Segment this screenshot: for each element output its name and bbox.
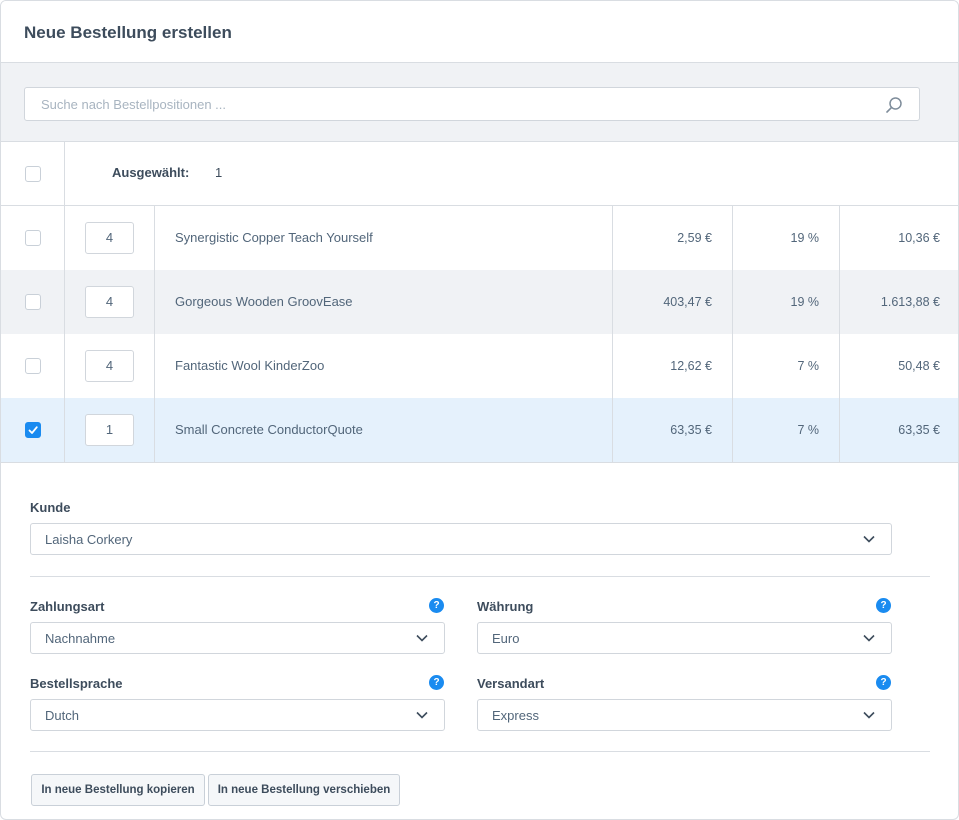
product-name: Gorgeous Wooden GroovEase (175, 294, 353, 309)
tax-rate: 7 % (797, 423, 819, 437)
search-field[interactable] (24, 87, 920, 121)
tax-cell: 19 % (733, 206, 840, 270)
price-cell: 63,35 € (612, 398, 733, 462)
row-checkbox[interactable] (25, 230, 41, 246)
tax-rate: 19 % (790, 231, 820, 245)
quantity-cell: 4 (65, 206, 155, 270)
select-all-checkbox[interactable] (25, 166, 41, 182)
tax-rate: 7 % (797, 359, 819, 373)
language-label: Bestellsprache (30, 676, 123, 691)
help-icon[interactable]: ? (876, 675, 891, 690)
checkmark-icon (28, 426, 38, 434)
quantity-cell: 4 (65, 334, 155, 398)
chevron-down-icon (863, 711, 875, 719)
quantity-cell: 1 (65, 398, 155, 462)
chevron-down-icon (416, 711, 428, 719)
row-select-cell (1, 334, 65, 398)
quantity-input[interactable]: 1 (85, 414, 134, 446)
line-total: 63,35 € (898, 423, 940, 437)
currency-select[interactable]: Euro (477, 622, 892, 654)
unit-price: 2,59 € (677, 231, 712, 245)
divider (30, 751, 930, 752)
quantity-cell: 4 (65, 270, 155, 334)
total-cell: 10,36 € (840, 206, 958, 270)
price-cell: 2,59 € (612, 206, 733, 270)
quantity-input[interactable]: 4 (85, 286, 134, 318)
selected-count: 1 (215, 165, 223, 180)
tax-cell: 7 % (733, 398, 840, 462)
chevron-down-icon (416, 634, 428, 642)
currency-value: Euro (492, 631, 520, 646)
divider (30, 576, 930, 577)
shipping-label: Versandart (477, 676, 545, 691)
row-select-cell (1, 206, 65, 270)
row-select-cell (1, 270, 65, 334)
unit-price: 403,47 € (663, 295, 712, 309)
table-row: 1 Small Concrete ConductorQuote 63,35 € … (1, 398, 958, 462)
modal-header: Neue Bestellung erstellen (1, 1, 958, 63)
currency-label: Währung (477, 599, 534, 614)
search-input[interactable] (25, 88, 885, 120)
modal-title: Neue Bestellung erstellen (24, 23, 232, 42)
total-cell: 50,48 € (840, 334, 958, 398)
line-total: 10,36 € (898, 231, 940, 245)
price-cell: 12,62 € (612, 334, 733, 398)
language-value: Dutch (45, 708, 79, 723)
grid-header: Ausgewählt: 1 (1, 142, 958, 206)
tax-cell: 7 % (733, 334, 840, 398)
total-cell: 63,35 € (840, 398, 958, 462)
payment-label: Zahlungsart (30, 599, 105, 614)
chevron-down-icon (863, 634, 875, 642)
search-icon[interactable] (885, 96, 903, 114)
row-checkbox[interactable] (25, 358, 41, 374)
customer-select[interactable]: Laisha Corkery (30, 523, 892, 555)
price-cell: 403,47 € (612, 270, 733, 334)
table-row: 4 Fantastic Wool KinderZoo 12,62 € 7 % 5… (1, 334, 958, 398)
help-icon[interactable]: ? (429, 675, 444, 690)
table-row: 4 Synergistic Copper Teach Yourself 2,59… (1, 206, 958, 270)
product-name: Synergistic Copper Teach Yourself (175, 230, 373, 245)
product-name: Fantastic Wool KinderZoo (175, 358, 325, 373)
payment-select[interactable]: Nachnahme (30, 622, 445, 654)
row-checkbox-checked[interactable] (25, 422, 41, 438)
customer-label: Kunde (30, 500, 71, 515)
help-icon[interactable]: ? (876, 598, 891, 613)
total-cell: 1.613,88 € (840, 270, 958, 334)
line-total: 50,48 € (898, 359, 940, 373)
copy-to-new-order-button[interactable]: In neue Bestellung kopieren (31, 774, 205, 806)
language-select[interactable]: Dutch (30, 699, 445, 731)
product-name: Small Concrete ConductorQuote (175, 422, 363, 437)
table-row: 4 Gorgeous Wooden GroovEase 403,47 € 19 … (1, 270, 958, 334)
help-icon[interactable]: ? (429, 598, 444, 613)
select-all-cell (1, 142, 65, 206)
selected-label: Ausgewählt: (112, 165, 190, 180)
quantity-input[interactable]: 4 (85, 222, 134, 254)
chevron-down-icon (863, 535, 875, 543)
grid-bottom-border (1, 462, 958, 463)
payment-value: Nachnahme (45, 631, 116, 646)
line-total: 1.613,88 € (880, 295, 940, 309)
move-to-new-order-button[interactable]: In neue Bestellung verschieben (208, 774, 400, 806)
quantity-input[interactable]: 4 (85, 350, 134, 382)
search-toolbar (1, 63, 958, 142)
shipping-select[interactable]: Express (477, 699, 892, 731)
row-checkbox[interactable] (25, 294, 41, 310)
shipping-value: Express (492, 708, 539, 723)
unit-price: 12,62 € (670, 359, 712, 373)
unit-price: 63,35 € (670, 423, 712, 437)
customer-value: Laisha Corkery (45, 532, 133, 547)
tax-cell: 19 % (733, 270, 840, 334)
tax-rate: 19 % (790, 295, 820, 309)
row-select-cell (1, 398, 65, 462)
